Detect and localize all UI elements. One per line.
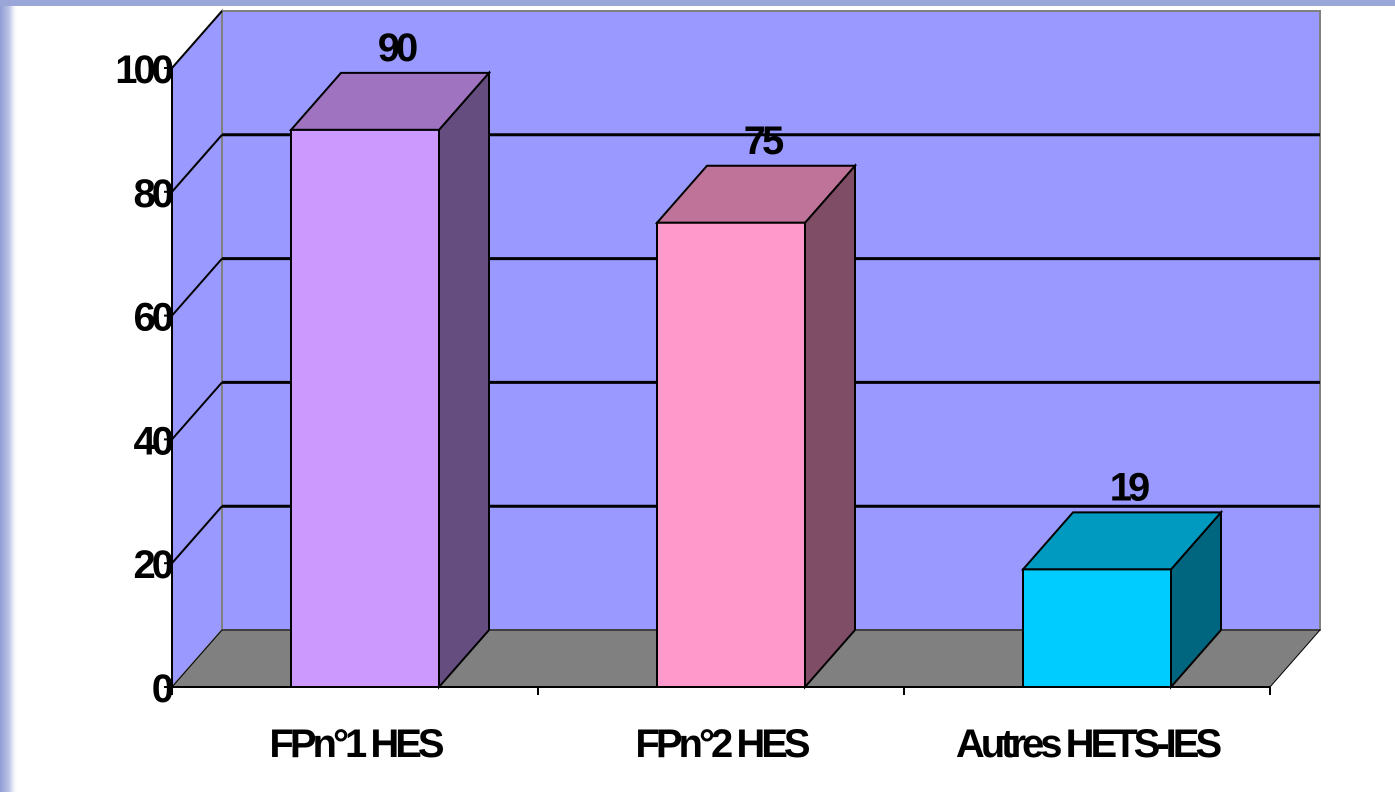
- bar-side: [804, 163, 856, 690]
- bar-2: [654, 163, 858, 690]
- y-tick-label: 80: [134, 172, 173, 216]
- bar-1: [288, 70, 492, 690]
- top-decorative-band: [0, 0, 1395, 6]
- data-label: 90: [378, 26, 417, 70]
- x-tick-label: FPn°2 HES: [635, 722, 809, 766]
- bar-front: [656, 221, 806, 688]
- bar-side: [438, 70, 490, 690]
- gridline-side: [171, 257, 223, 317]
- y-tick-label: 100: [115, 48, 172, 92]
- gridline-side: [171, 134, 223, 193]
- bar-3: [1020, 509, 1224, 690]
- x-tick-label: FPn°1 HES: [269, 722, 443, 766]
- side-wall: [171, 8, 223, 690]
- y-tick-label: 60: [134, 296, 173, 340]
- bar-front: [1022, 568, 1172, 689]
- data-label: 19: [1110, 465, 1149, 509]
- y-tick-label: 20: [134, 543, 173, 587]
- x-tick-label: Autres HETS-IES: [956, 722, 1222, 766]
- y-tick-label: 40: [134, 419, 173, 463]
- y-tick-label: 0: [152, 667, 173, 711]
- gridline-side: [171, 381, 223, 441]
- gridline-side: [171, 10, 223, 69]
- left-decorative-band: [0, 0, 18, 792]
- bar-front: [290, 128, 440, 688]
- data-label: 75: [744, 119, 784, 163]
- gridline-side: [171, 505, 223, 564]
